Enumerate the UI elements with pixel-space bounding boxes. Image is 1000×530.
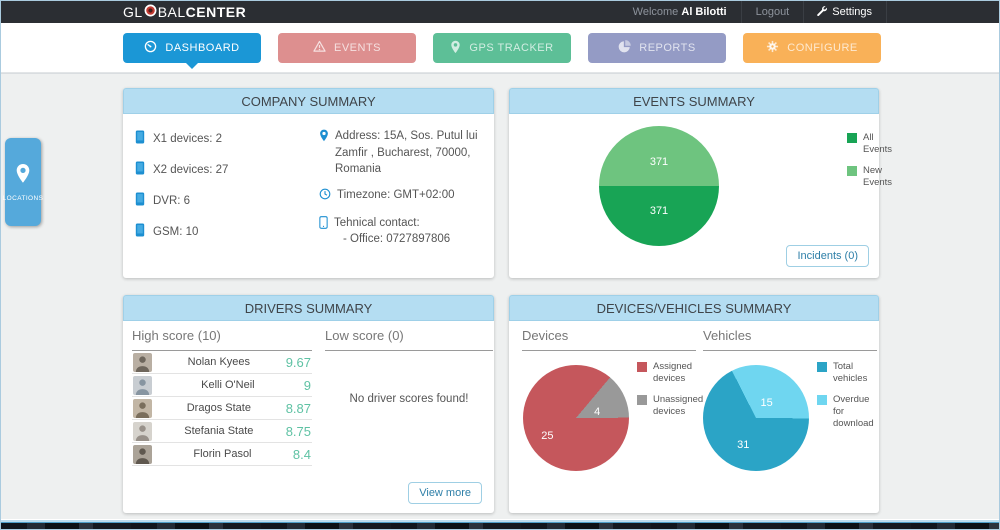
legend-swatch [847,165,857,176]
map-preview-strip [1,522,999,529]
logo-text-bal: BAL [157,4,186,20]
locations-tab[interactable]: LOCATIONS [2,138,44,226]
pie-chart-icon [618,40,632,56]
legend-swatch [637,362,647,372]
legend-swatch [847,133,857,143]
driver-avatar [133,444,152,464]
low-score-header: Low score (0) [325,328,493,351]
driver-avatar [133,352,152,372]
device-count-item: GSM: 10 [135,223,228,240]
location-pin-icon [15,163,31,189]
low-score-column: Low score (0) No driver scores found! [325,328,493,405]
legend-item: All Events [847,132,892,156]
legend-swatch [637,394,647,405]
location-pin-icon [450,40,461,57]
wrench-icon [816,5,828,19]
devices-vehicles-summary-panel: DEVICES/VEHICLES SUMMARY Devices Vehicle… [509,295,879,513]
tab-reports[interactable]: REPORTS [588,33,726,63]
clock-icon [319,187,331,206]
warning-icon [313,40,326,56]
driver-avatar [133,421,152,441]
devices-legend: Assigned devices Unassigned devices [637,361,703,427]
location-pin-icon [319,128,329,178]
logout-link[interactable]: Logout [740,1,804,23]
driver-avatar [133,398,152,418]
driver-row[interactable]: Kelli O'Neil 9 [132,374,312,397]
no-scores-message: No driver scores found! [349,393,469,405]
events-legend: All Events New Events [847,132,892,198]
top-header-bar: GL BAL CENTER Welcome Al Bilotti Logout Se… [1,1,999,23]
device-count-item: DVR: 6 [135,192,228,209]
mobile-device-icon [135,130,145,147]
phone-icon [319,215,328,248]
devices-pie-chart: 4 25 [523,365,629,471]
company-timezone: Timezone: GMT+02:00 [319,187,487,206]
device-counts-list: X1 devices: 2 X2 devices: 27 DVR: 6 GSM:… [135,130,228,254]
globalcenter-logo: GL BAL CENTER [123,4,246,20]
logo-lens-icon [143,4,158,20]
legend-item: Total vehicles [817,361,877,385]
device-count-item: X1 devices: 2 [135,130,228,147]
mobile-device-icon [135,223,145,240]
driver-row[interactable]: Nolan Kyees 9.67 [132,351,312,374]
drivers-summary-panel: DRIVERS SUMMARY High score (10) Nolan Ky… [123,295,494,513]
company-info-list: Address: 15A, Sos. Putul lui Zamfir , Bu… [319,128,487,257]
high-score-column: High score (10) Nolan Kyees 9.67 Kelli O… [132,328,312,466]
panel-title: EVENTS SUMMARY [509,88,879,114]
company-summary-panel: COMPANY SUMMARY X1 devices: 2 X2 devices… [123,88,494,278]
legend-item: Assigned devices [637,361,699,385]
pie-value-label: 15 [760,397,773,410]
panel-title: DEVICES/VEHICLES SUMMARY [509,295,879,321]
devices-header: Devices [522,328,696,351]
pie-value-label: 371 [649,205,669,218]
tab-gps-tracker[interactable]: GPS TRACKER [433,33,571,63]
nav-band: DASHBOARD EVENTS GPS TRACKER REPORTS CON… [1,23,999,73]
legend-item: Unassigned devices [637,394,703,418]
settings-button[interactable]: Settings [803,1,887,23]
main-nav: DASHBOARD EVENTS GPS TRACKER REPORTS CON… [123,33,881,69]
company-contact: Tehnical contact: - Office: 0727897806 [319,215,487,248]
contact-office: - Office: 0727897806 [343,233,451,246]
legend-swatch [817,362,827,372]
logo-text-center: CENTER [185,4,247,20]
tab-events[interactable]: EVENTS [278,33,416,63]
vehicles-pie-chart: 15 31 [703,365,809,471]
pie-value-label: 25 [541,430,554,443]
legend-item: Overdue for download [817,394,877,430]
incidents-button[interactable]: Incidents (0) [786,245,869,267]
events-summary-panel: EVENTS SUMMARY 371 371 All Events New Ev… [509,88,892,278]
panel-title: COMPANY SUMMARY [123,88,494,114]
driver-avatar [133,375,152,395]
bottom-divider [1,520,999,522]
driver-row[interactable]: Florin Pasol 8.4 [132,443,312,466]
driver-row[interactable]: Dragos State 8.87 [132,397,312,420]
locations-tab-label: LOCATIONS [2,194,44,202]
pie-value-label: 31 [737,438,750,451]
legend-swatch [817,394,827,405]
header-controls: Welcome Al Bilotti Logout Settings [619,1,999,23]
mobile-device-icon [135,192,145,209]
welcome-text: Welcome Al Bilotti [632,6,727,18]
logo-text-gl: GL [123,4,143,20]
high-score-header: High score (10) [132,328,312,351]
gear-icon [766,40,779,56]
events-pie-chart: 371 371 [599,126,719,246]
company-address: Address: 15A, Sos. Putul lui Zamfir , Bu… [319,128,487,178]
legend-item: New Events [847,165,892,189]
user-name: Al Bilotti [681,6,727,18]
pie-value-label: 4 [594,405,601,418]
panel-title: DRIVERS SUMMARY [123,295,494,321]
tab-configure[interactable]: CONFIGURE [743,33,881,63]
gauge-icon [144,40,157,56]
vehicles-header: Vehicles [703,328,877,351]
view-more-button[interactable]: View more [408,482,482,504]
vehicles-legend: Total vehicles Overdue for download [817,361,877,438]
pie-value-label: 371 [649,156,669,168]
device-count-item: X2 devices: 27 [135,161,228,178]
driver-row[interactable]: Stefania State 8.75 [132,420,312,443]
tab-dashboard[interactable]: DASHBOARD [123,33,261,69]
mobile-device-icon [135,161,145,178]
